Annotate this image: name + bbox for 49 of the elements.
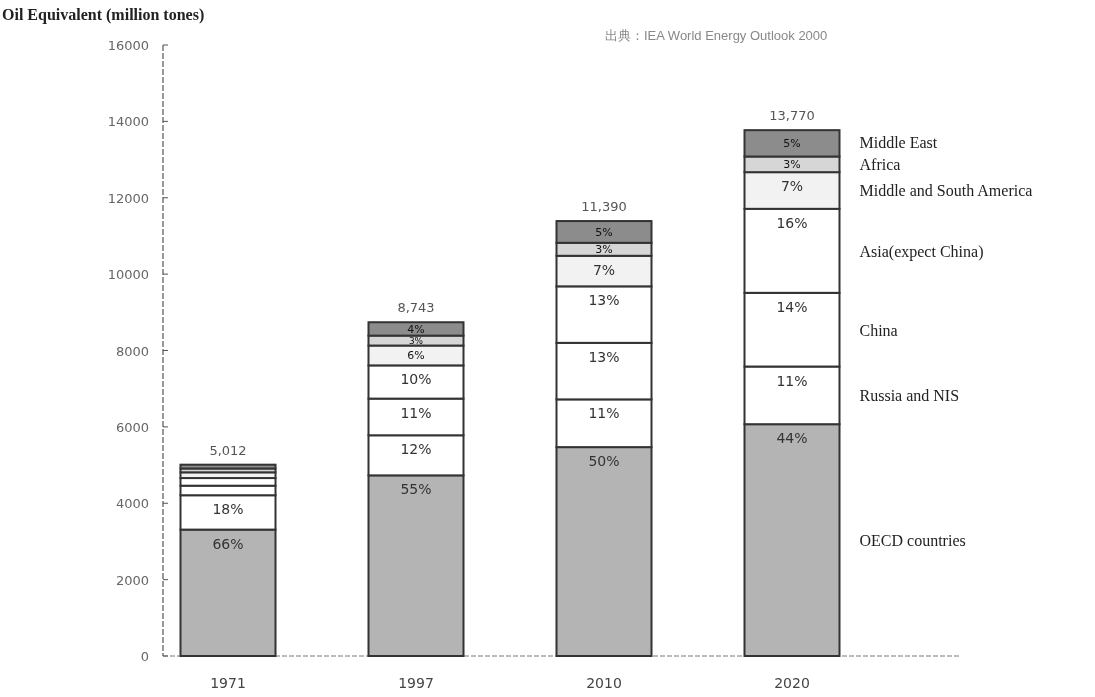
y-tick-label: 10000 xyxy=(107,267,149,283)
annotation: 3% xyxy=(595,243,613,257)
annotation: 7% xyxy=(780,178,804,195)
annotation: 44% xyxy=(776,430,808,447)
y-tick-label: 8000 xyxy=(115,343,149,359)
annotation: 18% xyxy=(212,501,244,518)
source-note: 出典：IEA World Energy Outlook 2000 xyxy=(605,28,828,43)
series-label: Russia and NIS xyxy=(859,387,960,405)
y-tick-label: 4000 xyxy=(115,496,149,512)
annotation: 5% xyxy=(595,225,613,239)
annotation: 13% xyxy=(588,348,620,365)
annotation: 5% xyxy=(783,137,801,151)
y-tick-label: 2000 xyxy=(115,572,149,588)
series-label: OECD countries xyxy=(859,532,966,550)
annotation: 10% xyxy=(400,371,432,388)
total-label: 5,012 xyxy=(209,442,247,458)
series-label: China xyxy=(859,321,898,339)
y-axis-title: Oil Equivalent (million tones) xyxy=(2,6,205,24)
y-tick-label: 12000 xyxy=(107,190,149,206)
annotation: 11% xyxy=(776,372,808,389)
annotation: 7% xyxy=(592,261,616,278)
y-tick-label: 0 xyxy=(140,649,149,664)
annotation: 4% xyxy=(407,322,425,336)
y-tick-label: 14000 xyxy=(107,114,149,130)
annotation: 55% xyxy=(400,481,432,498)
total-label: 11,390 xyxy=(581,199,627,215)
series-label: Asia(expect China) xyxy=(859,242,984,261)
annotation: 11% xyxy=(400,404,432,421)
x-tick-label: 1971 xyxy=(210,675,246,691)
y-tick-label: 6000 xyxy=(115,419,149,435)
x-tick-label: 2020 xyxy=(774,675,810,691)
annotation: 11% xyxy=(588,405,620,422)
annotation: 16% xyxy=(776,214,808,231)
x-tick-label: 2010 xyxy=(586,675,622,691)
annotation: 6% xyxy=(407,349,425,363)
annotation: 12% xyxy=(400,441,432,458)
y-tick-label: 16000 xyxy=(107,38,149,53)
annotation: 3% xyxy=(408,335,424,346)
annotation: 13% xyxy=(588,292,620,309)
annotation: 14% xyxy=(776,298,808,315)
annotation: 66% xyxy=(212,535,244,552)
total-label: 8,743 xyxy=(397,300,435,316)
series-label: Middle East xyxy=(859,134,938,152)
annotation: 3% xyxy=(783,158,801,172)
series-label: Africa xyxy=(859,156,901,174)
total-label: 13,770 xyxy=(769,108,815,124)
annotation: 50% xyxy=(588,453,620,470)
x-tick-label: 1997 xyxy=(398,675,434,691)
series-label: Middle and South America xyxy=(859,182,1033,200)
